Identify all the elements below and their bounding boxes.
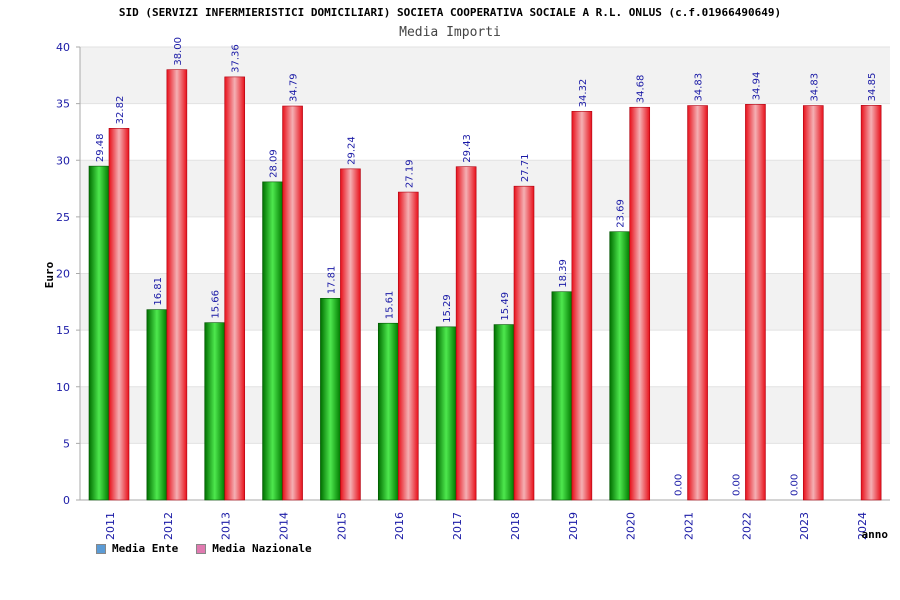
x-ticks: 2011 2012 2013 2014 2015 2016 2017 2018 2019 2020…: [104, 512, 869, 540]
data-label: 34.83: [809, 73, 820, 102]
y-tick-label: 20: [56, 268, 70, 281]
data-label: 34.94: [751, 72, 762, 101]
x-tick-label: 2019: [567, 512, 580, 540]
bar-nazionale: [629, 106, 651, 501]
data-label: 18.39: [558, 259, 569, 288]
y-tick-label: 35: [56, 98, 70, 111]
data-label: 15.66: [211, 290, 222, 319]
bar-nazionale: [513, 185, 535, 501]
y-tick-label: 40: [56, 41, 70, 54]
data-label: 37.36: [231, 44, 242, 73]
data-label: 27.19: [404, 159, 415, 188]
x-tick-label: 2023: [798, 512, 811, 540]
bar-nazionale: [166, 69, 188, 501]
bar-ente: [551, 291, 573, 501]
bar-nazionale: [571, 111, 593, 501]
data-label: 0.00: [674, 474, 685, 496]
y-tick-label: 25: [56, 211, 70, 224]
data-label: 34.32: [578, 79, 589, 108]
data-label: 34.83: [694, 73, 705, 102]
bar-nazionale: [224, 76, 246, 501]
grid-band: [80, 216, 890, 274]
grid-band: [80, 443, 890, 500]
data-label: 16.81: [153, 277, 164, 306]
x-axis-label: anno: [862, 528, 889, 541]
bars: 29.48 32.82 16.81 38.00 15.66 37.36 28.09 34.79…: [88, 37, 882, 501]
data-label: 28.09: [269, 149, 280, 178]
x-tick-label: 2015: [335, 512, 348, 540]
legend-item-nazionale: Media Nazionale: [196, 542, 312, 555]
x-tick-label: 2011: [104, 512, 117, 540]
grid-band: [80, 160, 890, 217]
data-label: 15.49: [500, 292, 511, 321]
bar-ente: [262, 181, 283, 501]
legend: Media Ente Media Nazionale: [96, 542, 312, 555]
chart-subtitle: Media Importi: [399, 25, 501, 40]
bar-nazionale: [340, 168, 361, 501]
data-label: 0.00: [731, 474, 742, 496]
data-label: 34.68: [636, 75, 647, 104]
x-tick-label: 2012: [162, 512, 175, 540]
grid-band: [80, 47, 890, 104]
y-tick-label: 10: [56, 381, 70, 394]
data-label: 32.82: [115, 96, 126, 125]
data-label: 29.48: [95, 133, 106, 162]
bar-nazionale: [397, 191, 419, 501]
data-label: 15.61: [384, 291, 395, 320]
legend-swatch-nazionale: [196, 543, 207, 554]
bar-nazionale: [687, 105, 708, 501]
x-tick-label: 2022: [740, 512, 753, 540]
x-tick-label: 2024: [856, 512, 869, 540]
data-label: 0.00: [789, 474, 800, 496]
legend-label-nazionale: Media Nazionale: [212, 542, 312, 555]
bar-nazionale: [455, 166, 477, 501]
bar-ente: [320, 298, 341, 501]
data-label: 29.43: [462, 134, 473, 163]
y-tick-label: 5: [63, 437, 70, 450]
chart-title: SID (SERVIZI INFERMIERISTICI DOMICILIARI…: [118, 6, 782, 19]
bar-nazionale: [745, 104, 766, 501]
y-tick-label: 15: [56, 324, 70, 337]
data-label: 38.00: [173, 37, 184, 66]
bar-nazionale: [108, 128, 130, 501]
x-tick-label: 2020: [625, 512, 638, 540]
legend-swatch-ente: [96, 543, 106, 554]
bar-nazionale: [860, 105, 882, 501]
bar-nazionale: [802, 105, 824, 501]
y-axis-label: Euro: [43, 261, 56, 288]
bar-ente: [377, 322, 399, 501]
grid-band: [80, 386, 890, 444]
x-tick-label: 2016: [393, 512, 406, 540]
bar-ente: [204, 322, 226, 501]
data-label: 17.81: [326, 266, 337, 295]
data-label: 34.85: [867, 73, 878, 102]
bar-ente: [609, 231, 631, 501]
x-tick-label: 2013: [220, 512, 233, 540]
grid-band: [80, 330, 890, 387]
bar-ente: [435, 326, 457, 501]
x-tick-label: 2018: [509, 512, 522, 540]
data-label: 15.29: [442, 294, 453, 323]
legend-label-ente: Media Ente: [112, 542, 179, 555]
bar-nazionale: [282, 105, 303, 501]
y-ticks: 0 5 10 15 20 25 30 35 40: [56, 41, 80, 507]
grid-band: [80, 273, 890, 331]
bar-ente: [493, 324, 515, 501]
data-label: 23.69: [616, 199, 627, 228]
x-tick-label: 2021: [683, 512, 696, 540]
grid-band: [80, 103, 890, 161]
x-tick-label: 2014: [278, 512, 291, 540]
bar-ente: [88, 165, 110, 501]
data-label: 27.71: [520, 154, 531, 183]
y-tick-label: 0: [63, 494, 70, 507]
y-tick-label: 30: [56, 154, 70, 167]
bar-ente: [146, 309, 168, 501]
legend-item-ente: Media Ente: [96, 542, 178, 555]
x-tick-label: 2017: [451, 512, 464, 540]
data-label: 29.24: [346, 136, 357, 165]
data-label: 34.79: [289, 73, 300, 102]
